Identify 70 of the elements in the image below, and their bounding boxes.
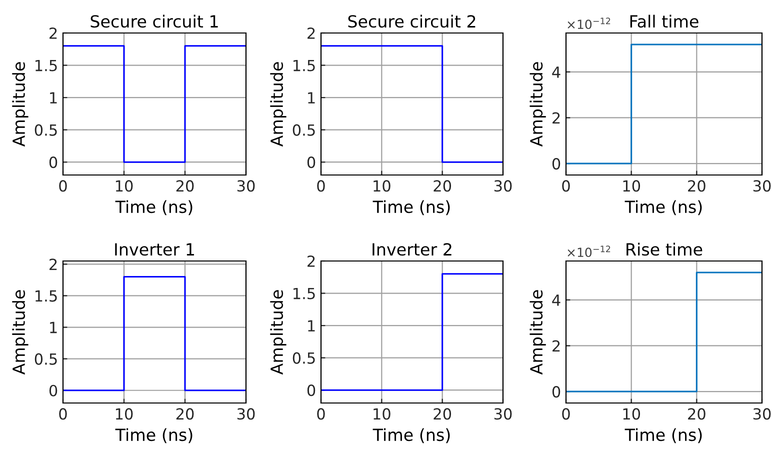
y-axis-title: Amplitude	[12, 290, 28, 375]
x-axis-title: Time (ns)	[115, 200, 192, 216]
y-tick-label: 0	[307, 384, 316, 396]
y-axis-title: Amplitude	[270, 62, 286, 147]
y-tick-label: 2	[308, 255, 315, 267]
x-tick-label: 30	[494, 180, 512, 192]
y-tick-label: 0.5	[34, 124, 57, 136]
y-tick-label: 0	[552, 386, 560, 398]
y-tick-label: 1.5	[294, 60, 315, 72]
y-tick-label: 1	[308, 92, 315, 104]
y-tick-label: 1.5	[294, 288, 315, 300]
x-axis-title: Time (ns)	[372, 200, 450, 216]
y-tick-label: 1.5	[36, 60, 57, 72]
y-axis-title: Amplitude	[530, 62, 546, 147]
x-tick-label: 10	[116, 180, 133, 192]
x-axis-title: Time (ns)	[624, 200, 702, 216]
y-tick-label: 1.5	[36, 290, 57, 302]
y-tick-label: 0	[49, 384, 58, 396]
x-tick-label: 30	[753, 180, 771, 192]
chart-title: Fall time	[630, 14, 698, 28]
y-tick-label: 2	[308, 27, 315, 39]
x-tick-label: 30	[494, 408, 512, 420]
x-tick-label: 0	[562, 180, 570, 192]
x-tick-label: 0	[59, 408, 67, 420]
y-axis-title: Amplitude	[530, 290, 546, 375]
x-tick-label: 10	[623, 180, 640, 192]
chart-title: Secure circuit 1	[90, 14, 218, 28]
y-tick-label: 0	[307, 156, 316, 168]
y-tick-label: 0.5	[292, 352, 315, 364]
y-tick-label: 4	[552, 294, 560, 306]
y-tick-label: 0	[552, 158, 560, 170]
y-axis-title: Amplitude	[12, 62, 28, 147]
x-tick-label: 20	[688, 180, 706, 192]
y-axis-title: Amplitude	[270, 290, 286, 375]
x-tick-label: 20	[176, 180, 194, 192]
x-tick-label: 20	[434, 408, 452, 420]
y-tick-label: 0.5	[292, 124, 315, 136]
x-tick-label: 20	[434, 180, 452, 192]
chart-title: Inverter 2	[372, 243, 452, 256]
x-tick-label: 0	[562, 408, 570, 420]
chart-title: Inverter 1	[115, 243, 194, 256]
y-tick-label: 2	[50, 258, 57, 270]
x-tick-label: 0	[59, 180, 67, 192]
chart-title: Secure circuit 2	[348, 14, 476, 28]
x-axis-title: Time (ns)	[115, 428, 192, 444]
x-tick-label: 0	[317, 180, 325, 192]
y-tick-label: 2	[552, 340, 560, 352]
y-tick-label: 1	[50, 322, 57, 334]
x-axis-title: Time (ns)	[624, 428, 702, 444]
y-tick-label: 1	[50, 92, 57, 104]
y-tick-label: 4	[552, 66, 560, 78]
x-tick-label: 30	[753, 408, 771, 420]
x-tick-label: 30	[237, 180, 255, 192]
chart-title: Rise time	[626, 242, 702, 256]
x-tick-label: 10	[116, 408, 133, 420]
x-tick-label: 20	[688, 408, 706, 420]
x-tick-label: 20	[176, 408, 194, 420]
y-tick-label: 2	[552, 112, 560, 124]
y-tick-label: 0.5	[34, 353, 57, 365]
x-tick-label: 10	[374, 180, 390, 192]
x-tick-label: 0	[317, 408, 325, 420]
x-tick-label: 30	[237, 408, 255, 420]
y-tick-label: 1	[308, 320, 315, 332]
text: ×10$^{−12}$	[568, 18, 610, 30]
y-tick-label: 2	[50, 27, 57, 39]
text: ×10$^{−12}$	[568, 246, 610, 258]
x-tick-label: 10	[374, 408, 390, 420]
x-axis-title: Time (ns)	[372, 428, 450, 444]
y-tick-label: 0	[49, 156, 58, 168]
x-tick-label: 10	[623, 408, 640, 420]
